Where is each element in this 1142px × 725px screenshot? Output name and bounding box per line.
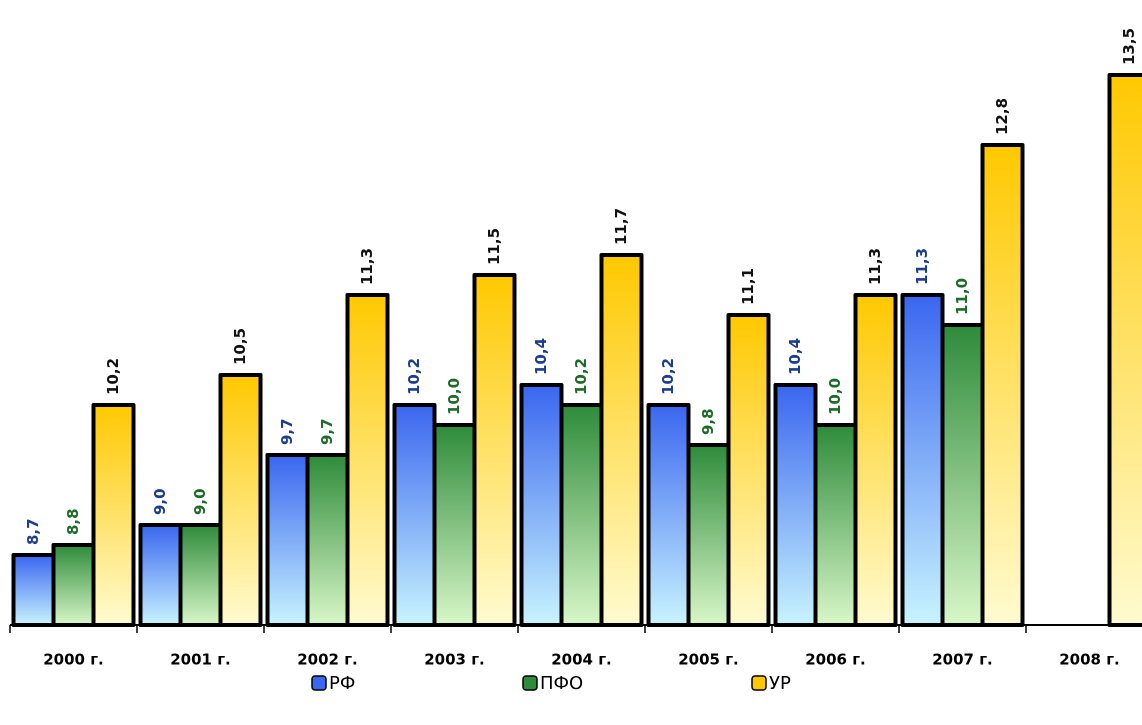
data-label: 11,0 bbox=[953, 278, 971, 315]
bar bbox=[392, 403, 437, 627]
x-tick-label: 2006 г. bbox=[805, 651, 866, 669]
data-label: 9,7 bbox=[318, 418, 336, 445]
data-label: 10,0 bbox=[445, 378, 463, 415]
data-label: 8,8 bbox=[64, 508, 82, 535]
data-label: 9,0 bbox=[191, 488, 209, 515]
x-tick-label: 2004 г. bbox=[551, 651, 612, 669]
x-tick-label: 2007 г. bbox=[932, 651, 993, 669]
data-label: 10,0 bbox=[826, 378, 844, 415]
data-label: 9,8 bbox=[699, 408, 717, 435]
data-label: 10,4 bbox=[786, 338, 804, 375]
legend-label: РФ bbox=[329, 673, 355, 694]
data-label: 10,2 bbox=[405, 358, 423, 395]
legend-swatch bbox=[522, 675, 538, 691]
bar bbox=[91, 403, 136, 627]
bar bbox=[345, 293, 390, 627]
data-label: 9,0 bbox=[151, 488, 169, 515]
bar bbox=[472, 273, 517, 627]
bar bbox=[686, 443, 731, 627]
data-label: 11,7 bbox=[612, 208, 630, 245]
data-label: 11,3 bbox=[358, 248, 376, 285]
data-label: 8,7 bbox=[24, 518, 42, 545]
bar bbox=[305, 453, 350, 627]
legend-swatch bbox=[311, 675, 327, 691]
data-label: 11,3 bbox=[866, 248, 884, 285]
data-label: 11,3 bbox=[913, 248, 931, 285]
data-label: 11,1 bbox=[739, 268, 757, 305]
data-label: 10,4 bbox=[532, 338, 550, 375]
data-label: 13,5 bbox=[1120, 28, 1138, 65]
legend-label: УР bbox=[769, 673, 791, 694]
bar bbox=[138, 523, 183, 627]
bar bbox=[218, 373, 263, 627]
data-label: 9,7 bbox=[278, 418, 296, 445]
bar bbox=[980, 143, 1025, 627]
bar bbox=[940, 323, 985, 627]
data-label: 10,5 bbox=[231, 328, 249, 365]
bar bbox=[1107, 73, 1142, 627]
bar bbox=[853, 293, 898, 627]
bar bbox=[265, 453, 310, 627]
x-tick-label: 2008 г. bbox=[1059, 651, 1120, 669]
bar bbox=[519, 383, 564, 627]
bar bbox=[559, 403, 604, 627]
legend-swatch bbox=[751, 675, 767, 691]
x-tick-label: 2005 г. bbox=[678, 651, 739, 669]
bar bbox=[178, 523, 223, 627]
bar bbox=[599, 253, 644, 627]
data-label: 10,2 bbox=[572, 358, 590, 395]
bar bbox=[11, 553, 56, 627]
x-tick-label: 2002 г. bbox=[297, 651, 358, 669]
legend-label: ПФО bbox=[540, 673, 583, 694]
bar bbox=[773, 383, 818, 627]
x-tick-label: 2000 г. bbox=[43, 651, 104, 669]
x-tick-label: 2003 г. bbox=[424, 651, 485, 669]
bar bbox=[726, 313, 771, 627]
data-label: 10,2 bbox=[659, 358, 677, 395]
bar bbox=[51, 543, 96, 627]
data-label: 11,5 bbox=[485, 228, 503, 265]
bar bbox=[432, 423, 477, 627]
bar bbox=[646, 403, 691, 627]
x-tick-label: 2001 г. bbox=[170, 651, 231, 669]
data-label: 10,2 bbox=[104, 358, 122, 395]
bar bbox=[900, 293, 945, 627]
bar bbox=[813, 423, 858, 627]
data-label: 12,8 bbox=[993, 98, 1011, 135]
